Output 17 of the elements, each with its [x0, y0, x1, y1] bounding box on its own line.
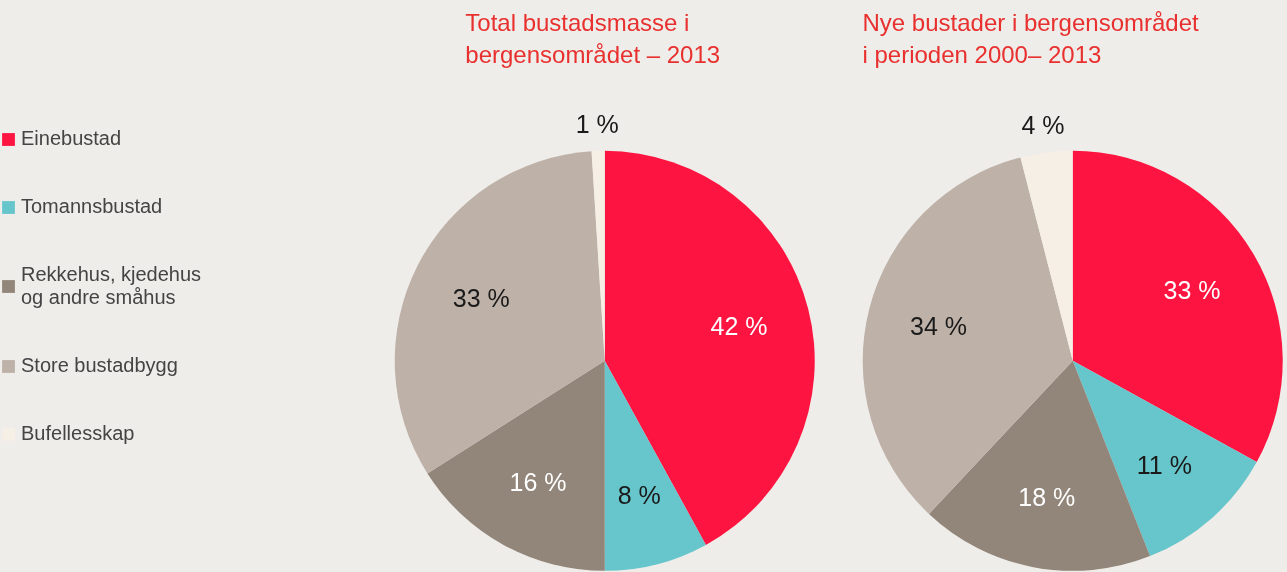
legend-label: Einebustad: [21, 127, 122, 150]
data-label: 8 %: [617, 481, 661, 510]
chart-title: Total bustadsmasse i bergensområdet – 2013: [465, 9, 721, 69]
data-label: 42 %: [710, 312, 768, 341]
data-label: 33 %: [1163, 276, 1221, 305]
legend-label: Bufellesskap: [21, 422, 135, 445]
data-label: 33 %: [452, 283, 510, 312]
data-label: 1 %: [575, 109, 619, 138]
legend-label: Tomannsbustad: [21, 195, 163, 218]
legend-label: Store bustadbygg: [21, 354, 178, 377]
data-label: 18 %: [1018, 483, 1076, 512]
data-label: 11 %: [1136, 450, 1192, 479]
chart-title: Nye bustader i bergensområdet i perioden 2000– 2013: [862, 9, 1200, 69]
data-label: 4 %: [1021, 111, 1065, 140]
legend-label: Rekkehus, kjedehus og andre småhus: [21, 263, 202, 309]
data-label: 34 %: [909, 312, 967, 341]
data-label: 16 %: [509, 468, 567, 497]
